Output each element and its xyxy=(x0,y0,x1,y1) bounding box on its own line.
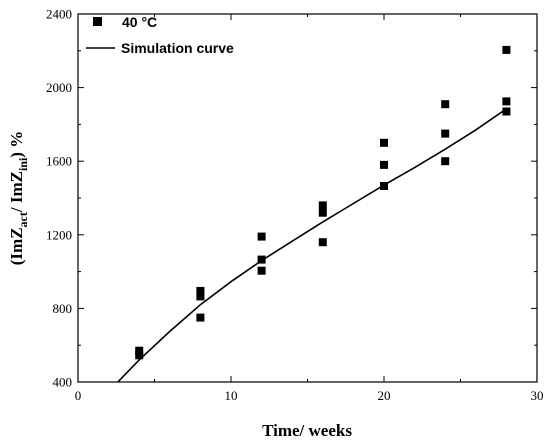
simulation-curve-line xyxy=(117,108,507,383)
y-title-middle: / ImZ xyxy=(7,171,26,213)
data-point-40c xyxy=(257,232,266,241)
y-title-prefix: (ImZ xyxy=(7,227,26,265)
y-tick-label: 2000 xyxy=(46,80,72,95)
data-point-40c xyxy=(441,157,450,166)
data-point-40c xyxy=(257,266,266,275)
legend-label-40c: 40 °C xyxy=(122,14,157,30)
y-title-suffix: ) % xyxy=(7,131,26,158)
data-markers xyxy=(135,45,511,360)
legend: 40 °C Simulation curve xyxy=(86,14,234,56)
data-point-40c xyxy=(380,160,388,169)
data-point-40c xyxy=(196,292,205,301)
y-title-sub-act: act xyxy=(16,212,30,227)
data-point-40c xyxy=(441,129,450,138)
legend-label-simulation: Simulation curve xyxy=(121,40,234,56)
data-point-40c xyxy=(502,45,511,54)
data-point-40c xyxy=(135,351,144,360)
axis-tick-labels: 0 10 20 30 400 800 1200 1600 2000 2400 xyxy=(46,7,544,404)
plot-frame xyxy=(77,13,538,383)
y-tick-label: 400 xyxy=(53,375,73,390)
y-tick-label: 2400 xyxy=(46,7,72,22)
data-point-40c xyxy=(318,238,327,247)
data-point-40c xyxy=(380,138,388,147)
y-title-sub-ini: ini xyxy=(16,157,30,171)
y-tick-label: 800 xyxy=(53,301,73,316)
y-tick-label: 1600 xyxy=(46,154,72,169)
data-point-40c xyxy=(318,208,327,217)
data-point-40c xyxy=(257,255,266,264)
data-point-40c xyxy=(196,286,205,295)
data-point-40c xyxy=(502,97,511,106)
x-tick-label: 10 xyxy=(225,388,238,403)
x-tick-label: 30 xyxy=(531,388,544,403)
data-point-40c xyxy=(502,107,511,116)
data-point-40c xyxy=(318,201,327,210)
data-point-40c xyxy=(135,346,144,355)
data-point-40c xyxy=(380,182,388,190)
y-axis-title: (ImZact/ ImZini) % xyxy=(7,131,30,265)
axis-ticks xyxy=(77,13,538,383)
data-point-40c xyxy=(196,313,205,322)
x-axis-title: Time/ weeks xyxy=(262,421,352,440)
legend-square-marker xyxy=(93,17,102,26)
x-tick-label: 0 xyxy=(75,388,82,403)
x-tick-label: 20 xyxy=(378,388,391,403)
y-tick-label: 1200 xyxy=(46,227,72,242)
data-point-40c xyxy=(441,100,450,109)
